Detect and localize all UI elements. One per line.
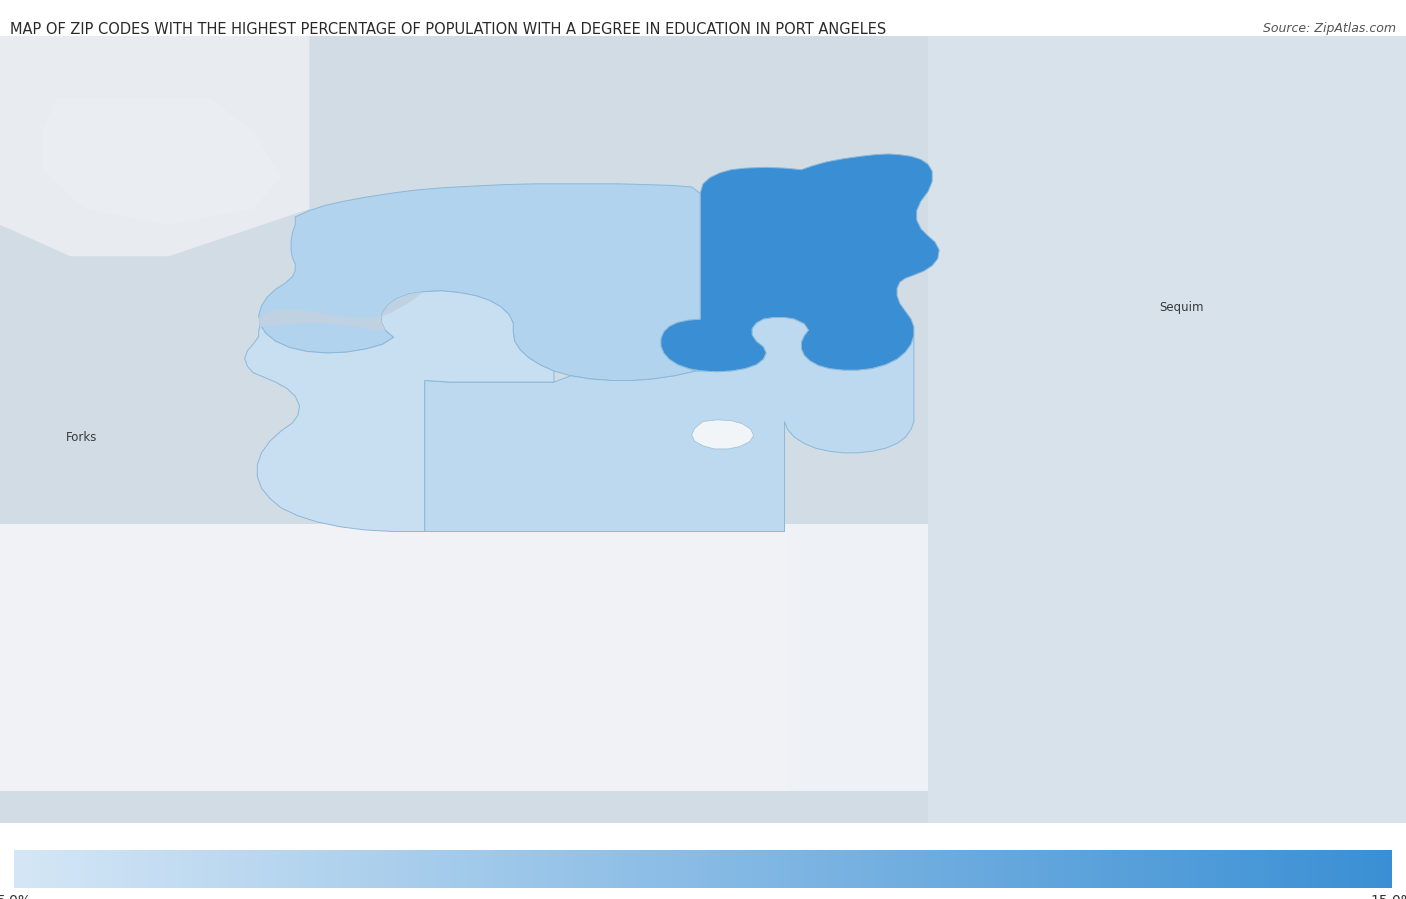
Polygon shape	[42, 99, 281, 225]
Polygon shape	[259, 184, 700, 380]
Text: Source: ZipAtlas.com: Source: ZipAtlas.com	[1263, 22, 1396, 35]
Text: Forks: Forks	[66, 431, 97, 443]
Polygon shape	[928, 36, 1406, 823]
Polygon shape	[259, 291, 425, 330]
Polygon shape	[0, 36, 309, 256]
Text: Port Angeles: Port Angeles	[748, 277, 821, 290]
Polygon shape	[661, 154, 939, 372]
Polygon shape	[0, 523, 422, 791]
Polygon shape	[0, 36, 1406, 823]
Text: MAP OF ZIP CODES WITH THE HIGHEST PERCENTAGE OF POPULATION WITH A DEGREE IN EDUC: MAP OF ZIP CODES WITH THE HIGHEST PERCEN…	[10, 22, 886, 38]
Text: Sequim: Sequim	[1159, 301, 1204, 314]
Polygon shape	[692, 420, 754, 449]
Polygon shape	[787, 523, 928, 791]
Polygon shape	[422, 523, 787, 791]
Polygon shape	[245, 291, 554, 531]
Polygon shape	[425, 317, 914, 531]
